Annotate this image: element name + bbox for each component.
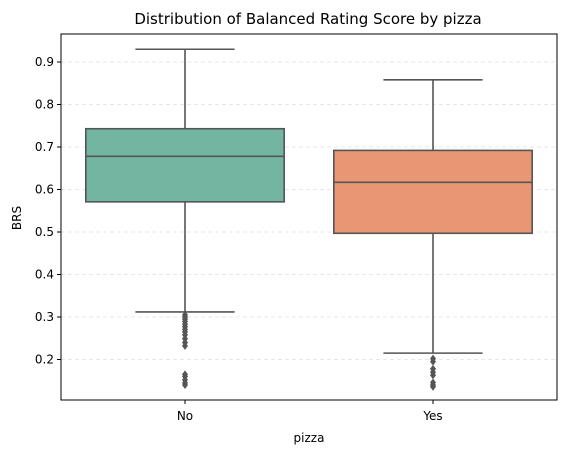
y-tick-label: 0.5 [35,225,54,239]
y-tick-label: 0.6 [35,183,54,197]
y-axis-ticks: 0.2 0.3 0.4 0.5 0.6 0.7 0.8 0.9 [35,55,61,367]
y-tick-label: 0.8 [35,98,54,112]
y-tick-label: 0.9 [35,55,54,69]
y-tick-label: 0.2 [35,353,54,367]
box-iqr [85,127,285,203]
box-group-yes [332,79,533,391]
outlier-point [430,371,436,380]
outlier-point [182,381,188,389]
plot-frame [60,33,558,401]
box-layer [85,48,533,391]
y-axis-label: BRS [10,206,24,230]
outlier-point [182,341,188,350]
box-group-no [85,48,285,389]
y-tick-label: 0.7 [35,140,54,154]
y-tick-label: 0.4 [35,268,54,282]
x-axis-label: pizza [294,431,325,445]
outlier-point [430,382,436,391]
x-axis-ticks: No Yes [177,400,443,423]
x-tick-label: Yes [422,409,442,423]
box-iqr [332,149,533,235]
x-tick-label: No [177,409,193,423]
outlier-point [430,357,436,366]
y-tick-label: 0.3 [35,310,54,324]
chart-title: Distribution of Balanced Rating Score by… [134,10,481,28]
